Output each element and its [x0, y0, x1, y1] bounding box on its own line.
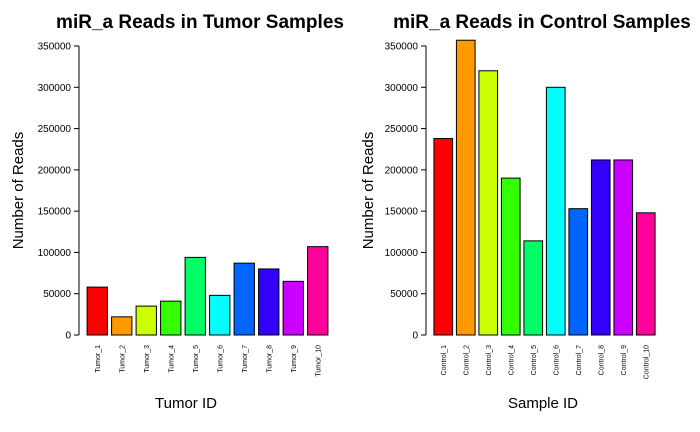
tumor-chart: miR_a Reads in Tumor Samples Tumor ID Numb…	[10, 12, 344, 412]
x-tick-label: Control_9	[621, 345, 628, 375]
bar-tumor-8	[258, 268, 280, 336]
bar-control-8	[590, 159, 611, 336]
x-tick-label: Control_7	[576, 345, 583, 375]
y-tick-label: 100000	[385, 248, 419, 259]
chart-title: miR_a Reads in Control Samples	[393, 12, 691, 33]
bar-control-4	[500, 177, 521, 336]
x-tick-label: Tumor_5	[193, 345, 200, 373]
x-tick-label: Tumor_8	[266, 345, 273, 373]
x-tick-label: Control_10	[643, 345, 650, 379]
y-axis-label: Number of Reads	[10, 132, 27, 250]
x-tick-label: Tumor_7	[242, 345, 249, 373]
bar-tumor-7	[233, 262, 255, 336]
x-tick-label: Tumor_9	[291, 345, 298, 373]
chart-title: miR_a Reads in Tumor Samples	[56, 12, 344, 33]
y-tick-label: 150000	[38, 207, 72, 218]
x-tick-label: Tumor_2	[119, 345, 126, 373]
y-tick-label: 200000	[385, 165, 419, 176]
bar-control-7	[568, 208, 589, 336]
control-chart: miR_a Reads in Control Samples Sample ID N…	[360, 12, 691, 412]
x-tick-label: Tumor_3	[144, 345, 151, 373]
x-tick-label: Control_5	[531, 345, 538, 375]
y-tick-label: 350000	[385, 42, 419, 53]
y-tick-label: 300000	[38, 83, 72, 94]
x-tick-label: Control_3	[486, 345, 493, 375]
x-axis-label: Sample ID	[508, 395, 578, 412]
y-tick-label: 100000	[38, 248, 72, 259]
y-tick-label: 50000	[43, 289, 71, 300]
x-axis-label: Tumor ID	[155, 395, 217, 412]
bar-tumor-1	[86, 286, 108, 336]
x-tick-label: Control_6	[553, 345, 560, 375]
x-tick-label: Tumor_6	[217, 345, 224, 373]
y-tick-label: 0	[412, 331, 418, 342]
bar-tumor-5	[184, 256, 206, 336]
y-tick-label: 250000	[38, 124, 72, 135]
bar-tumor-6	[209, 294, 231, 336]
bar-control-2	[455, 39, 476, 336]
bar-tumor-10	[307, 246, 329, 336]
bar-control-9	[613, 159, 634, 336]
bar-tumor-2	[111, 316, 133, 336]
bar-tumor-3	[135, 305, 157, 336]
x-tick-label: Control_2	[463, 345, 470, 375]
y-tick-label: 300000	[385, 83, 419, 94]
y-tick-label: 50000	[390, 289, 418, 300]
y-tick-label: 200000	[38, 165, 72, 176]
x-tick-label: Tumor_10	[315, 345, 322, 377]
y-tick-label: 250000	[385, 124, 419, 135]
y-tick-label: 150000	[385, 207, 419, 218]
bar-control-5	[523, 240, 544, 336]
x-tick-label: Tumor_4	[168, 345, 175, 373]
x-tick-label: Control_1	[441, 345, 448, 375]
y-axis-label: Number of Reads	[360, 132, 377, 250]
bar-control-1	[433, 137, 454, 336]
x-tick-label: Control_8	[598, 345, 605, 375]
bar-control-3	[478, 70, 499, 336]
bar-control-6	[545, 86, 566, 336]
y-tick-label: 0	[65, 331, 71, 342]
x-tick-label: Tumor_1	[95, 345, 102, 373]
bar-control-10	[635, 212, 656, 336]
bar-tumor-4	[160, 300, 182, 336]
x-tick-label: Control_4	[508, 345, 515, 375]
y-tick-label: 350000	[38, 42, 72, 53]
bar-tumor-9	[282, 280, 304, 336]
